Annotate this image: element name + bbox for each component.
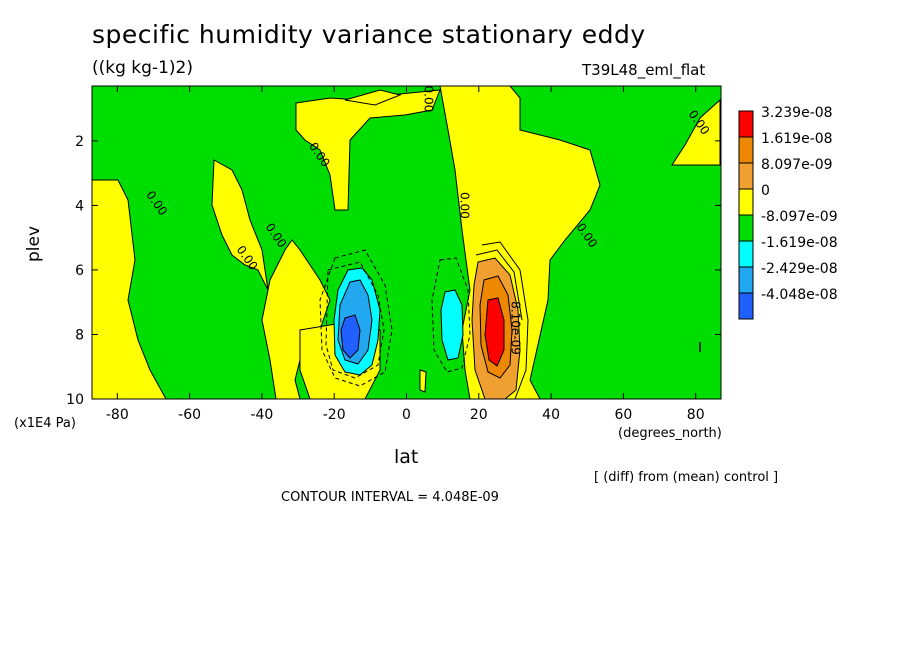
x-tick-label: -80 bbox=[106, 407, 129, 423]
x-axis-unit: (degrees_north) bbox=[618, 426, 722, 441]
axis-ticks bbox=[92, 86, 721, 400]
experiment-name: T39L48_eml_flat bbox=[582, 61, 706, 79]
region-cyan-north-cell bbox=[440, 289, 464, 361]
region-deep-blue-south-cell bbox=[340, 314, 361, 359]
contour-positive-north-2 bbox=[475, 249, 523, 321]
contour-label: 8.10e-09 bbox=[508, 301, 522, 355]
contour-label: 0.00 bbox=[422, 86, 436, 113]
region-yellow-north-mid bbox=[671, 98, 721, 166]
y-tick-label: 2 bbox=[75, 134, 84, 150]
legend-label: -2.429e-08 bbox=[761, 261, 838, 277]
contour-dashed-north-1 bbox=[431, 257, 471, 373]
legend-swatch bbox=[738, 292, 754, 320]
contour-positive-north-1 bbox=[481, 241, 529, 400]
x-axis-label: lat bbox=[394, 446, 419, 468]
diff-note: [ (diff) from (mean) control ] bbox=[594, 470, 779, 485]
legend-swatch bbox=[738, 136, 754, 164]
contour-dashed-south-1 bbox=[319, 249, 393, 387]
x-tick-label: -60 bbox=[178, 407, 201, 423]
chart-units: ((kg kg-1)2) bbox=[92, 58, 193, 78]
legend-swatch bbox=[738, 188, 754, 216]
legend-swatch bbox=[738, 240, 754, 268]
y-tick-label: 4 bbox=[75, 198, 84, 214]
legend-label: 8.097e-09 bbox=[761, 157, 833, 173]
legend-label: -4.048e-08 bbox=[761, 287, 838, 303]
contour-small-equatorial bbox=[419, 369, 427, 393]
legend-label: -8.097e-09 bbox=[761, 209, 838, 225]
legend-label: -1.619e-08 bbox=[761, 235, 838, 251]
x-tick-label: 0 bbox=[402, 407, 411, 423]
legend-swatch bbox=[738, 214, 754, 242]
legend-label: 3.239e-08 bbox=[761, 105, 833, 121]
x-tick-label: 20 bbox=[470, 407, 488, 423]
chart-title: specific humidity variance stationary ed… bbox=[92, 20, 646, 49]
contour-interval: CONTOUR INTERVAL = 4.048E-09 bbox=[281, 490, 499, 505]
y-tick-label: 8 bbox=[75, 327, 84, 343]
region-red-north-cell bbox=[484, 297, 505, 367]
color-legend: 3.239e-08 1.619e-08 8.097e-09 0 -8.097e-09 -1… bbox=[738, 105, 838, 320]
contour-dashed-south-2 bbox=[325, 261, 385, 379]
x-tick-label: -40 bbox=[250, 407, 273, 423]
x-tick-label: 40 bbox=[542, 407, 560, 423]
legend-swatch bbox=[738, 266, 754, 294]
plot-background-region bbox=[92, 86, 721, 399]
legend-label: 0 bbox=[761, 183, 770, 199]
legend-swatch bbox=[738, 162, 754, 190]
y-axis-label: plev bbox=[24, 225, 44, 262]
axis-tick-labels: -80 -60 -40 -20 0 20 40 60 80 2 4 6 8 10 bbox=[66, 134, 704, 423]
region-yellow-patch-north-top bbox=[344, 89, 402, 106]
y-tick-label: 6 bbox=[75, 263, 84, 279]
region-yellow-south-tongue bbox=[211, 159, 269, 291]
heatmap-field bbox=[91, 85, 721, 400]
legend-label: 1.619e-08 bbox=[761, 131, 833, 147]
x-tick-label: 60 bbox=[614, 407, 632, 423]
y-axis-unit: (x1E4 Pa) bbox=[14, 416, 76, 431]
x-tick-label: 80 bbox=[687, 407, 705, 423]
y-tick-label: 10 bbox=[66, 392, 84, 408]
x-tick-label: -20 bbox=[323, 407, 346, 423]
contour-label: 0.00 bbox=[458, 192, 472, 219]
legend-swatch bbox=[738, 110, 754, 138]
